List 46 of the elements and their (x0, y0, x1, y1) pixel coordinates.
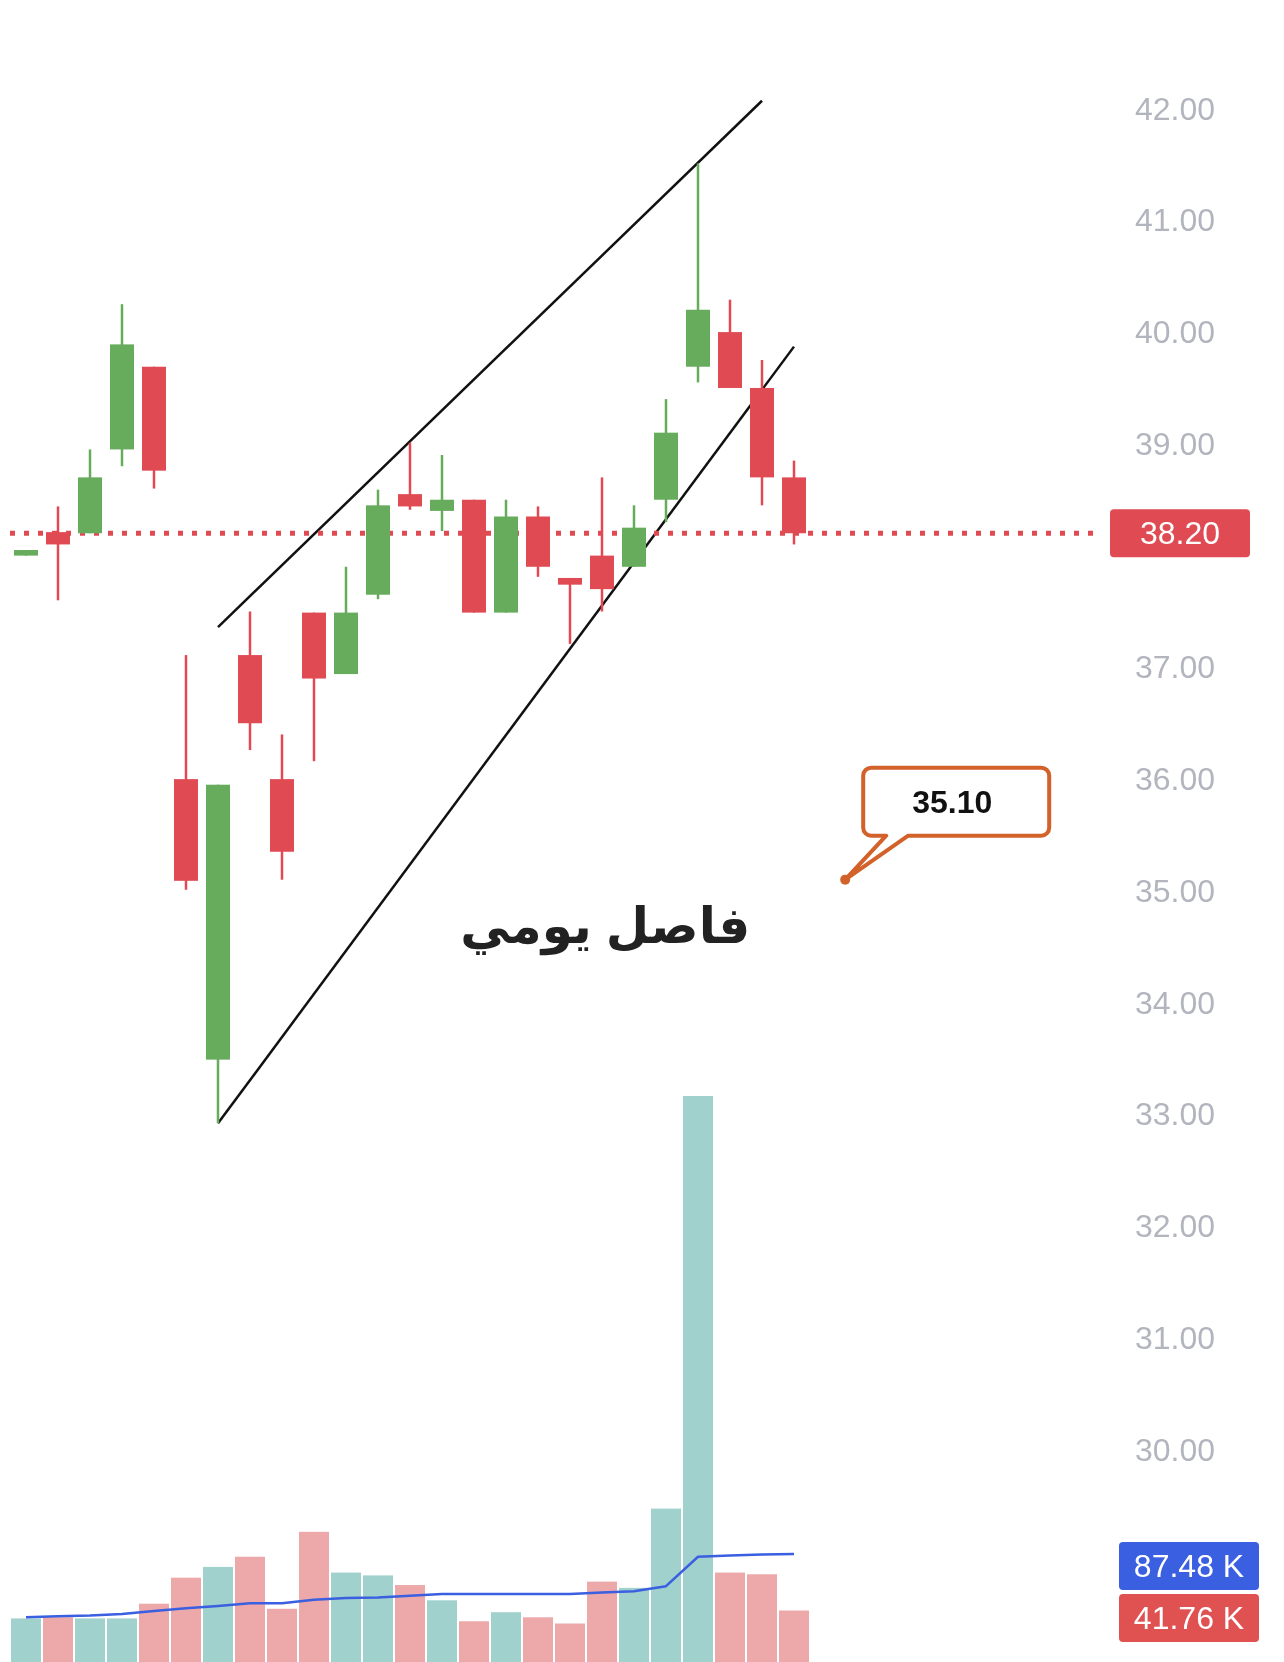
bar (555, 1623, 585, 1662)
bar (779, 1610, 809, 1662)
bar (427, 1600, 457, 1662)
y-tick-label: 41.00 (1134, 202, 1216, 239)
bar (43, 1617, 73, 1662)
bar (299, 1531, 329, 1662)
bar (459, 1621, 489, 1662)
bar (363, 1575, 393, 1662)
y-tick-label: 36.00 (1134, 761, 1216, 798)
bar (395, 1585, 425, 1662)
y-tick-label: 42.00 (1134, 90, 1216, 127)
bar (651, 1508, 681, 1662)
callout: 35.10 (840, 765, 1052, 885)
bar (11, 1618, 41, 1662)
candlestick (430, 453, 454, 533)
y-tick-label: 30.00 (1134, 1431, 1216, 1468)
candlestick (558, 576, 582, 646)
annotation: فاصل يومي (460, 897, 751, 956)
annotation: 35.10 (912, 783, 993, 820)
y-tick-label: 37.00 (1134, 649, 1216, 686)
ref-line-label: 38.20 (1139, 515, 1221, 552)
y-tick-label: 39.00 (1134, 425, 1216, 462)
bar (715, 1572, 745, 1662)
text: 87.48 K (1133, 1548, 1245, 1584)
y-tick-label: 35.00 (1134, 872, 1216, 909)
bar (587, 1581, 617, 1662)
y-tick-label: 40.00 (1134, 314, 1216, 351)
text: 41.76 K (1133, 1600, 1245, 1636)
y-tick-label: 31.00 (1134, 1319, 1216, 1356)
bar (523, 1617, 553, 1662)
bar (107, 1618, 137, 1662)
bar (747, 1574, 777, 1662)
y-tick-label: 32.00 (1134, 1208, 1216, 1245)
bar (235, 1556, 265, 1662)
bar (139, 1603, 169, 1662)
candlestick (398, 441, 422, 512)
bar (491, 1612, 521, 1662)
bar (331, 1572, 361, 1662)
bar (203, 1566, 233, 1662)
bar (619, 1587, 649, 1662)
y-tick-label: 33.00 (1134, 1096, 1216, 1133)
bar (171, 1577, 201, 1662)
bar (75, 1618, 105, 1662)
y-tick-label: 34.00 (1134, 984, 1216, 1021)
bar (683, 1096, 713, 1662)
bar (267, 1608, 297, 1662)
